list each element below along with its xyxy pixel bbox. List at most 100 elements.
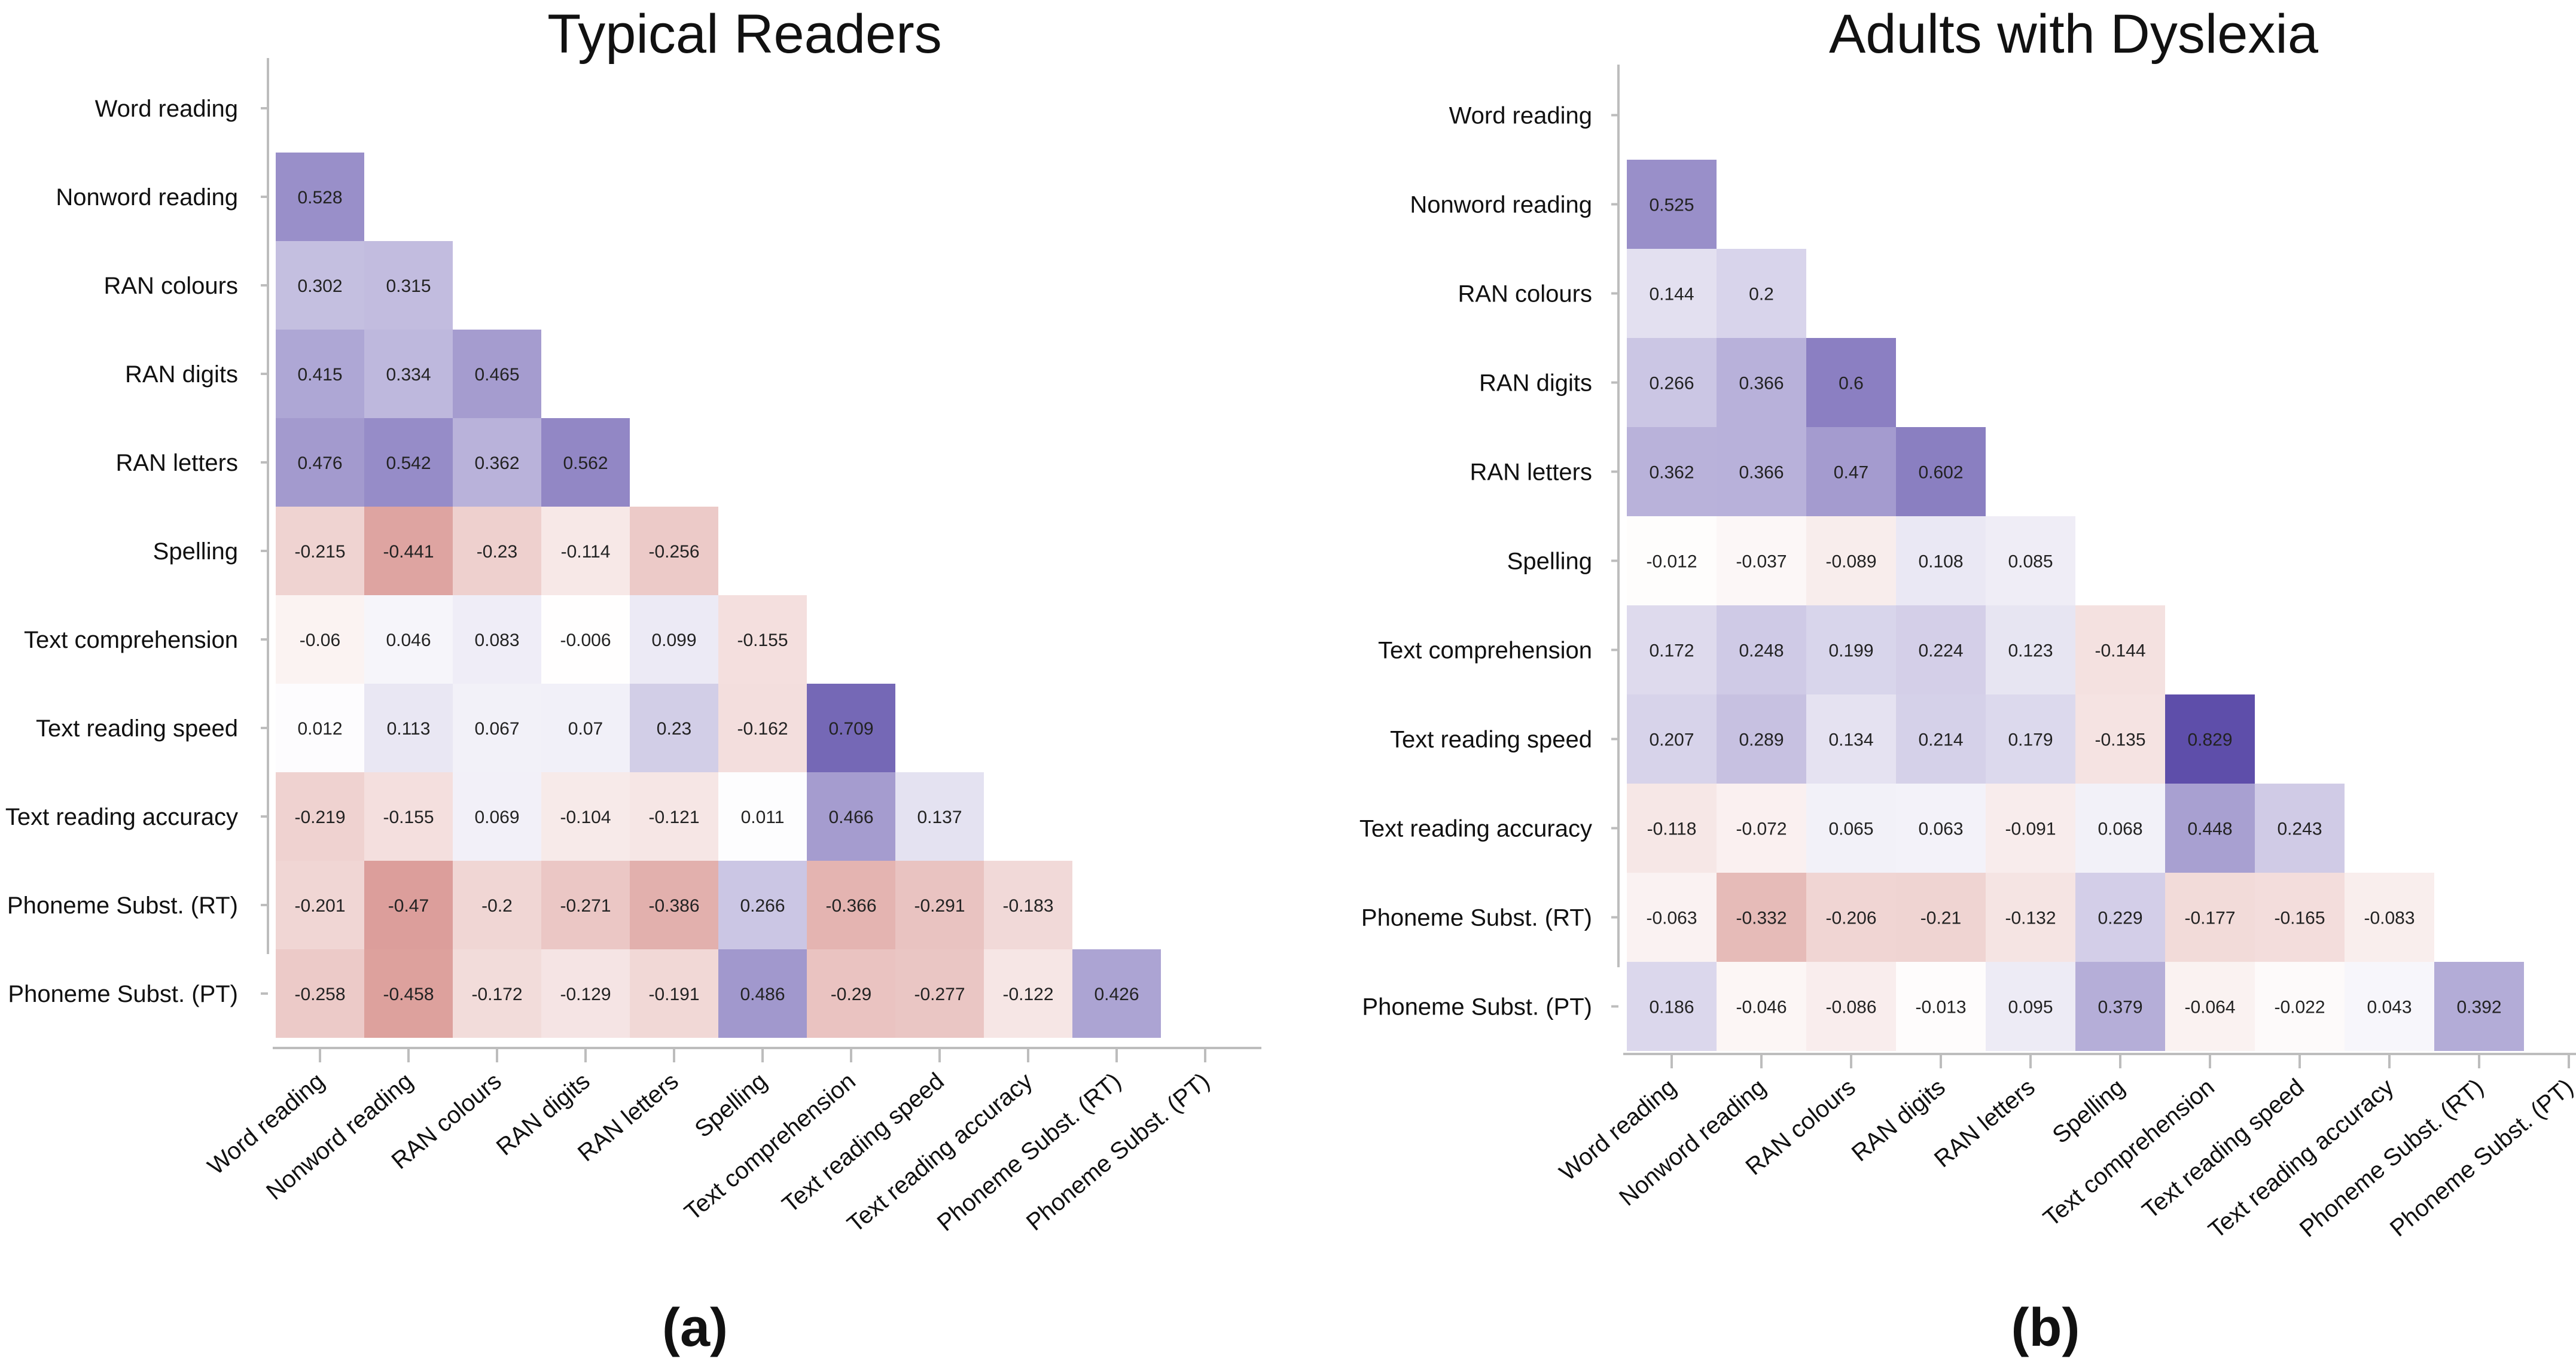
heatmap-cell (1896, 962, 1986, 1051)
cell-value-label: 0.243 (2277, 819, 2322, 839)
heatmap-cell (1986, 516, 2075, 605)
x-tick-label: Spelling (2047, 1074, 2129, 1148)
heatmap-cell (1986, 962, 2075, 1051)
cell-value-label: -0.177 (2184, 909, 2235, 928)
heatmap-cell (895, 772, 984, 861)
cell-value-label: -0.064 (2184, 998, 2235, 1017)
cell-value-label: 0.6 (1839, 374, 1864, 394)
heatmap-cell (1806, 873, 1896, 962)
heatmap-cell (718, 595, 807, 684)
cell-value-label: 0.362 (474, 453, 519, 473)
heatmap-cell (364, 684, 453, 772)
cell-value-label: 0.709 (828, 719, 873, 739)
x-tick-label: Text reading speed (778, 1068, 949, 1218)
y-tick-label: Nonword reading (1410, 192, 1592, 218)
heatmap-cell (718, 949, 807, 1038)
cell-value-label: 0.095 (2008, 998, 2053, 1017)
y-tick-label: Phoneme Subst. (PT) (1362, 994, 1592, 1020)
cell-value-label: 0.172 (1649, 641, 1694, 661)
heatmap-cell (1627, 516, 1717, 605)
cell-value-label: 0.23 (657, 719, 691, 739)
heatmap-cell (2075, 962, 2165, 1051)
heatmap-cell (1896, 694, 1986, 784)
heatmap-cell (1627, 427, 1717, 516)
cell-value-label: 0.083 (474, 630, 519, 650)
y-tick-label: Word reading (1449, 103, 1592, 129)
heatmap-cell (630, 861, 718, 949)
heatmap-cell (1627, 338, 1717, 427)
heatmap-cell (541, 861, 630, 949)
heatmap-cell (364, 772, 453, 861)
heatmap-cell (1717, 249, 1806, 338)
cell-value-label: 0.2 (1749, 285, 1774, 304)
x-tick-label: Spelling (690, 1068, 772, 1142)
cell-value-label: 0.099 (651, 630, 696, 650)
cell-value-label: 0.392 (2456, 998, 2501, 1017)
cell-value-label: 0.366 (1739, 374, 1784, 394)
heatmap-cell (895, 949, 984, 1038)
y-tick-label: Text reading accuracy (1359, 816, 1592, 842)
cell-value-label: -0.191 (648, 985, 699, 1004)
cell-value-label: -0.083 (2364, 909, 2415, 928)
cell-value-label: -0.122 (1002, 985, 1053, 1004)
cell-value-label: -0.165 (2274, 909, 2325, 928)
heatmap-cell (1986, 784, 2075, 873)
y-tick-label: Spelling (1507, 549, 1592, 575)
y-tick-label: Text reading speed (1390, 727, 1592, 753)
cell-value-label: -0.013 (1915, 998, 1966, 1017)
heatmap-cell (1806, 605, 1896, 694)
cell-value-label: 0.067 (474, 719, 519, 739)
heatmap-cell (453, 949, 541, 1038)
heatmap-cell (630, 772, 718, 861)
heatmap-cell (453, 330, 541, 418)
cell-value-label: -0.155 (383, 808, 434, 827)
cell-value-label: 0.137 (917, 808, 962, 827)
heatmap-cell (364, 418, 453, 507)
x-tick-label: Text reading speed (2138, 1074, 2309, 1224)
cell-value-label: -0.135 (2095, 730, 2145, 750)
cell-value-label: 0.415 (297, 365, 342, 385)
x-tick-label: Text comprehension (679, 1068, 861, 1226)
heatmap-cell (276, 861, 364, 949)
cell-value-label: -0.172 (471, 985, 522, 1004)
heatmap-cell (364, 861, 453, 949)
heatmap-cell (1717, 338, 1806, 427)
heatmap-cell (718, 684, 807, 772)
cell-value-label: 0.542 (386, 453, 431, 473)
heatmap-cell (364, 949, 453, 1038)
heatmap-cell (1806, 784, 1896, 873)
heatmap-cell (541, 949, 630, 1038)
heatmap-cell (1896, 427, 1986, 516)
y-tick-label: Word reading (95, 96, 238, 122)
heatmap-cell (2165, 694, 2255, 784)
cell-value-label: 0.214 (1918, 730, 1963, 750)
heatmap-cell (1627, 694, 1717, 784)
cell-value-label: 0.179 (2008, 730, 2053, 750)
cell-value-label: -0.2 (481, 896, 513, 916)
cell-value-label: 0.248 (1739, 641, 1784, 661)
cell-value-label: -0.022 (2274, 998, 2325, 1017)
chart-title: Typical Readers (547, 4, 942, 65)
cell-value-label: -0.114 (561, 542, 611, 562)
cell-value-label: 0.207 (1649, 730, 1694, 750)
cell-value-label: 0.602 (1918, 463, 1963, 483)
y-tick-label: RAN letters (116, 450, 239, 476)
heatmap-cell (630, 595, 718, 684)
cell-value-label: -0.063 (1646, 909, 1697, 928)
cell-value-label: 0.562 (563, 453, 608, 473)
heatmap-cell (276, 507, 364, 595)
chart-title: Adults with Dyslexia (1829, 4, 2319, 65)
heatmap-cell (895, 861, 984, 949)
heatmap-cell (984, 861, 1072, 949)
heatmap-cell (718, 861, 807, 949)
heatmap-cell (453, 772, 541, 861)
heatmap-cell (276, 330, 364, 418)
heatmap-cell (2075, 605, 2165, 694)
heatmap-cell (2165, 873, 2255, 962)
heatmap-cell (541, 595, 630, 684)
x-tick-label: Nonword reading (261, 1068, 418, 1205)
y-tick-label: Phoneme Subst. (PT) (8, 981, 238, 1007)
heatmap-cell (1806, 516, 1896, 605)
heatmap-cell (541, 418, 630, 507)
cell-value-label: -0.332 (1736, 909, 1787, 928)
